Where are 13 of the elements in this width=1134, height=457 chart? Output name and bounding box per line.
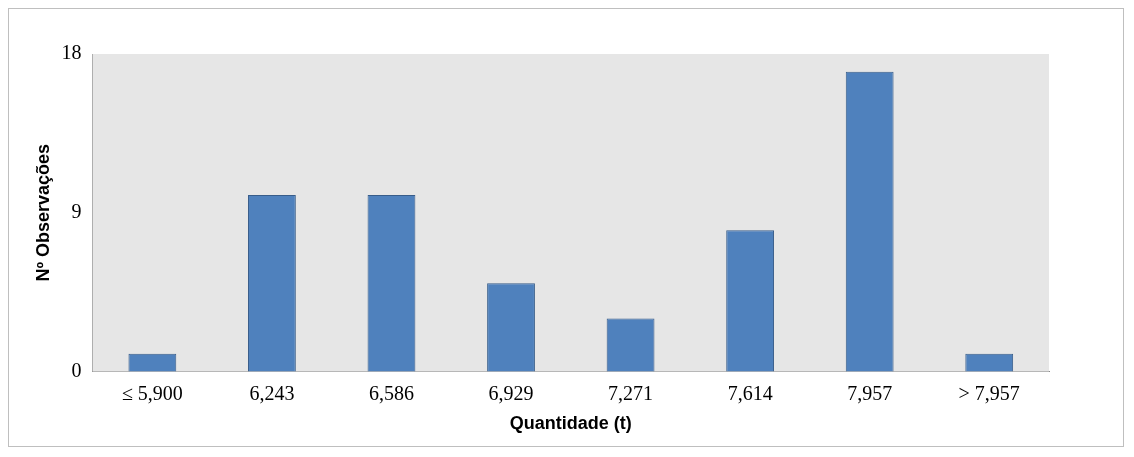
y-tick-label: 18 xyxy=(61,41,82,64)
x-tick-label: 6,586 xyxy=(368,381,414,404)
x-tick-label: 6,243 xyxy=(249,381,295,404)
x-tick-label: ≤ 5,900 xyxy=(121,381,183,404)
y-tick-label: 9 xyxy=(71,199,82,222)
y-tick-label: 0 xyxy=(71,358,82,381)
x-tick-label: 7,957 xyxy=(847,381,893,404)
x-tick-label: 7,271 xyxy=(608,381,654,404)
y-axis-title: Nº Observações xyxy=(32,143,53,282)
x-tick-label: 6,929 xyxy=(488,381,534,404)
x-tick-label: 7,614 xyxy=(727,381,773,404)
x-tick-label: > 7,957 xyxy=(958,381,1020,404)
x-axis-title: Quantidade (t) xyxy=(509,413,632,434)
